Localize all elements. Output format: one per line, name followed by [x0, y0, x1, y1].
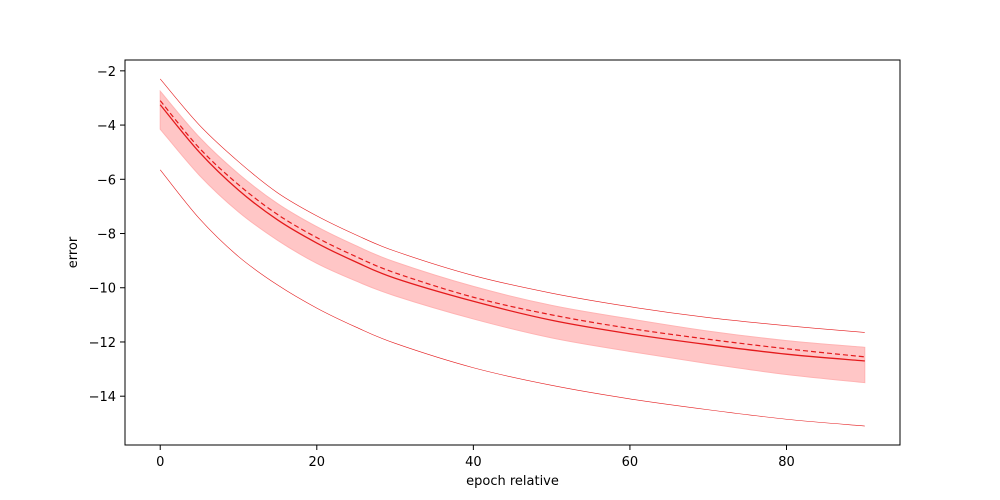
y-tick-label: −14 [89, 390, 116, 405]
x-axis-ticks: 0 20 40 60 80 [156, 445, 795, 470]
y-tick-label: −12 [89, 336, 116, 351]
x-tick-label: 80 [778, 455, 795, 470]
x-tick-label: 0 [156, 455, 164, 470]
y-tick-label: −6 [97, 173, 116, 188]
x-tick-label: 60 [622, 455, 639, 470]
y-tick-label: −10 [89, 282, 116, 297]
series-layer [159, 78, 865, 427]
y-tick-label: −2 [97, 65, 116, 80]
series-lower-thin-line [159, 169, 865, 427]
y-tick-label: −8 [97, 228, 116, 243]
x-tick-label: 40 [465, 455, 482, 470]
confidence-band-layer [159, 89, 866, 384]
y-axis-label: error [66, 236, 81, 268]
plot-frame [124, 59, 901, 446]
y-axis-ticks: −2 −4 −6 −8 −10 −12 −14 [89, 65, 125, 405]
y-tick-label: −4 [97, 119, 116, 134]
x-axis-label: epoch relative [466, 474, 559, 489]
series-dashed-line [159, 100, 865, 358]
series-mean-line [159, 104, 865, 362]
x-tick-label: 20 [309, 455, 326, 470]
confidence-band [159, 89, 866, 384]
series-upper-thin-line [159, 78, 865, 333]
